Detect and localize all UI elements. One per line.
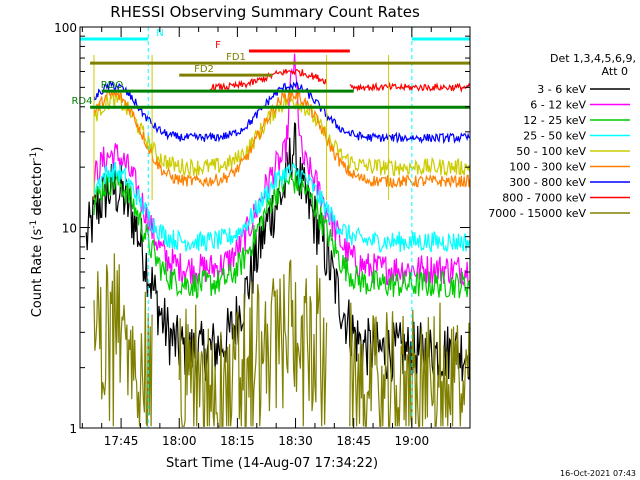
flag-label-n: N	[156, 28, 163, 39]
y-axis-label: Count Rate (s-1 detector-1)	[29, 147, 45, 318]
x-tick-label-1815: 18:15	[220, 434, 255, 448]
legend-label-3: 25 - 50 keV	[523, 130, 586, 143]
legend-label-5: 100 - 300 keV	[509, 161, 586, 174]
chart-title: RHESSI Observing Summary Count Rates	[110, 3, 420, 21]
x-tick-label-1745: 17:45	[104, 434, 139, 448]
y-tick-label-1: 1	[69, 422, 77, 436]
plot-area: N F FD1 FD2 RDO RD4	[71, 27, 471, 428]
legend-label-7: 800 - 7000 keV	[502, 192, 586, 205]
legend-label-0: 3 - 6 keV	[537, 83, 586, 96]
series-line-4	[93, 91, 471, 178]
series-line-6	[93, 80, 470, 145]
flag-label-fd2: FD2	[194, 64, 214, 75]
legend: 3 - 6 keV 6 - 12 keV 12 - 25 keV 25 - 50 ke…	[488, 83, 630, 220]
flag-label-f: F	[215, 40, 221, 51]
x-tick-label-1845: 18:45	[336, 434, 371, 448]
x-axis-label: Start Time (14-Aug-07 17:34:22)	[166, 456, 378, 471]
axes: 1 10 100 17:45 18:00 18:15 18:30 18:45 19:00	[54, 21, 471, 448]
series-line-2	[93, 170, 471, 300]
x-tick-label-1830: 18:30	[278, 434, 313, 448]
series-line-7	[209, 68, 471, 93]
series-line-8	[93, 253, 471, 427]
legend-header-detectors: Det 1,3,4,5,6,9,	[550, 52, 636, 65]
series-line-3	[93, 161, 471, 253]
series-line-5	[93, 88, 471, 189]
series-line-0	[85, 122, 471, 382]
legend-label-1: 6 - 12 keV	[530, 99, 586, 112]
y-tick-label-100: 100	[54, 21, 77, 35]
series-line-1	[93, 53, 471, 287]
flag-label-fd1: FD1	[226, 52, 246, 63]
x-tick-label-1800: 18:00	[162, 434, 197, 448]
x-tick-label-1900: 19:00	[395, 434, 430, 448]
y-tick-label-10: 10	[62, 222, 77, 236]
legend-label-8: 7000 - 15000 keV	[488, 207, 586, 220]
flag-label-rdo: RDO	[101, 80, 124, 91]
flag-label-rd4: RD4	[71, 96, 92, 107]
timestamp: 16-Oct-2021 07:43	[560, 469, 636, 478]
legend-label-2: 12 - 25 keV	[523, 114, 586, 127]
legend-header-attenuator: Att 0	[602, 65, 628, 78]
legend-label-6: 300 - 800 keV	[509, 176, 586, 189]
legend-label-4: 50 - 100 keV	[516, 145, 586, 158]
